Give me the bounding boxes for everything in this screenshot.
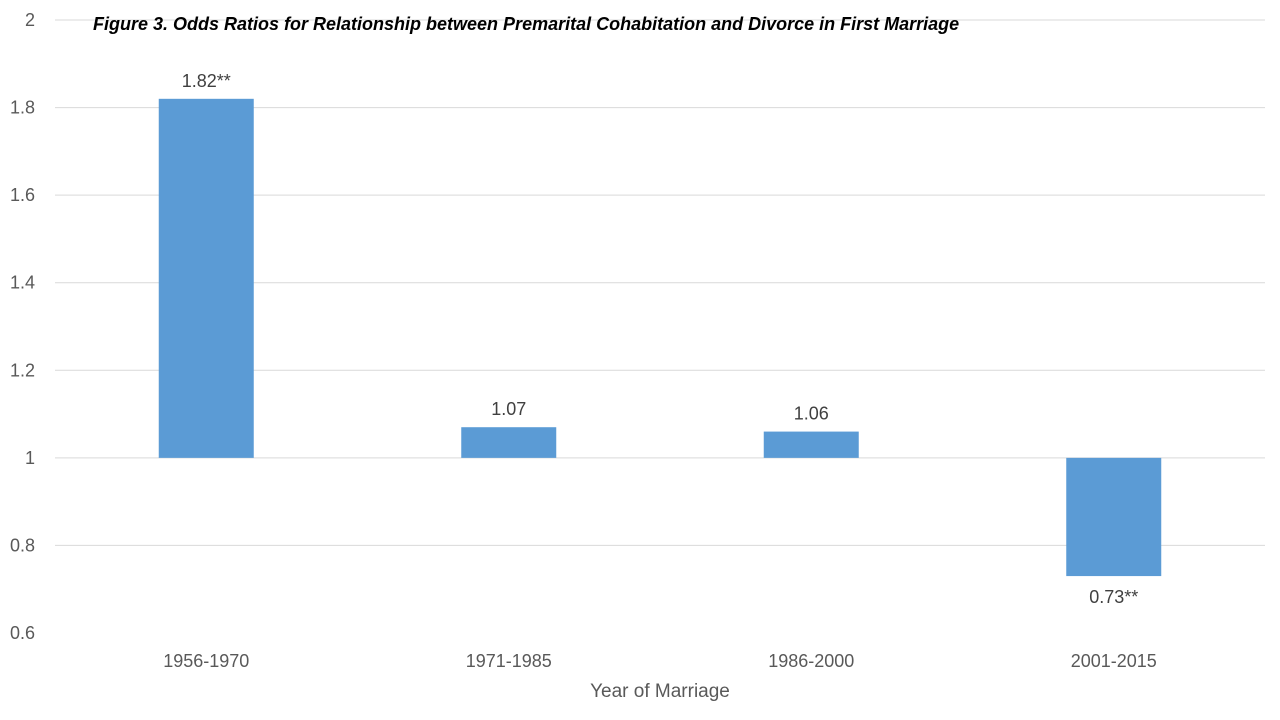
x-tick-label: 1986-2000 <box>768 651 854 671</box>
y-tick-label: 1.2 <box>10 360 35 380</box>
chart-title: Figure 3. Odds Ratios for Relationship b… <box>93 14 959 34</box>
bar <box>763 431 859 458</box>
y-tick-label: 1 <box>25 448 35 468</box>
y-tick-label: 0.6 <box>10 623 35 643</box>
data-label: 1.82** <box>182 71 231 91</box>
data-labels: 1.82** 1.07 1.06 0.73** <box>182 71 1139 607</box>
bars <box>158 98 1162 577</box>
y-tick-label: 1.8 <box>10 98 35 118</box>
bar <box>158 98 254 458</box>
x-axis-category-labels: 1956-1970 1971-1985 1986-2000 2001-2015 <box>163 651 1157 671</box>
y-tick-label: 2 <box>25 10 35 30</box>
x-axis-title: Year of Marriage <box>590 681 730 702</box>
x-tick-label: 1956-1970 <box>163 651 249 671</box>
bar <box>1066 457 1162 577</box>
bar <box>461 427 557 458</box>
x-tick-label: 2001-2015 <box>1071 651 1157 671</box>
y-tick-label: 1.6 <box>10 185 35 205</box>
gridlines <box>55 19 1265 546</box>
y-tick-label: 0.8 <box>10 535 35 555</box>
y-tick-label: 1.4 <box>10 273 35 293</box>
data-label: 0.73** <box>1089 587 1138 607</box>
y-axis-tick-labels: 0.6 0.8 1 1.2 1.4 1.6 1.8 2 <box>10 10 35 643</box>
x-tick-label: 1971-1985 <box>466 651 552 671</box>
data-label: 1.07 <box>491 399 526 419</box>
data-label: 1.06 <box>794 404 829 424</box>
